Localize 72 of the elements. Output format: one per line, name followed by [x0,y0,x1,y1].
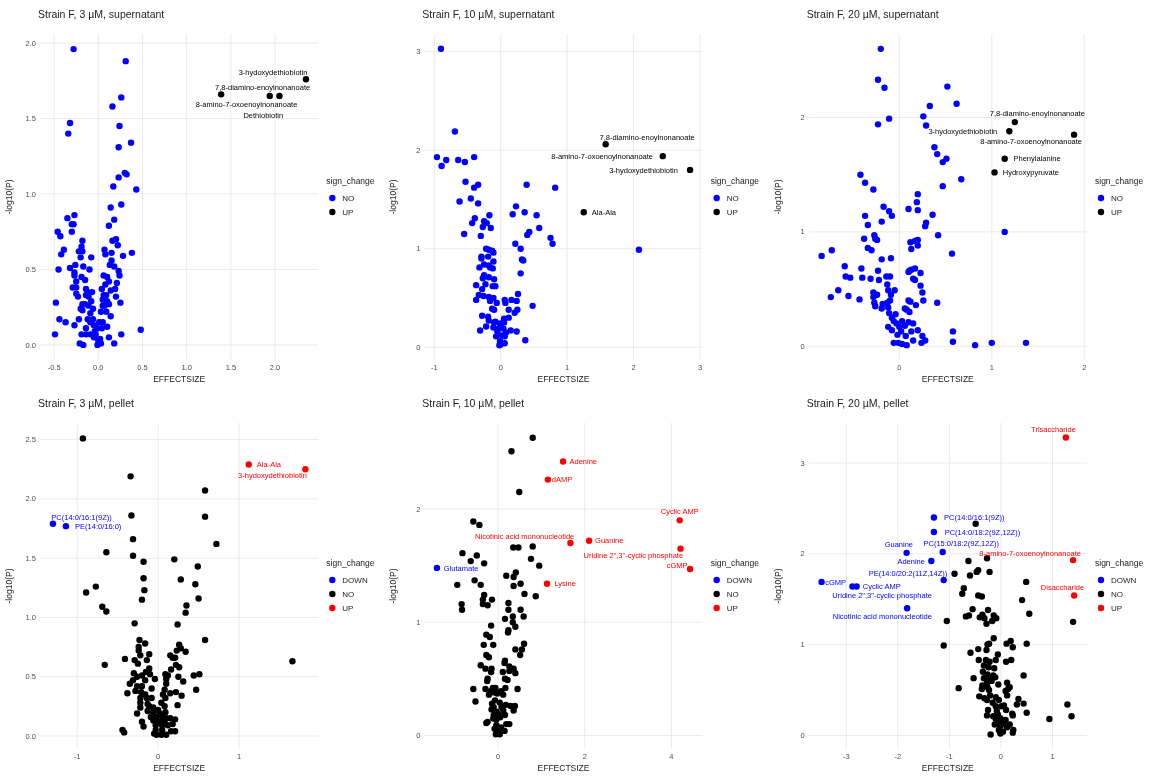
x-axis-title: EFFECTSIZE [153,763,206,773]
chart-title: Strain F, 3 µM, supernatant [38,8,165,20]
legend-label: NO [726,194,739,203]
legend-label: UP [726,208,738,217]
point [686,565,694,573]
point [930,528,938,536]
legend-label: NO [342,194,355,203]
x-axis-title: EFFECTSIZE [537,763,590,773]
y-axis-title: -log10(P) [4,568,14,604]
point [686,166,694,174]
point [580,209,587,216]
legend-label: DOWN [726,576,753,585]
point [676,517,683,524]
legend-title: sign_change [1095,176,1144,186]
point [928,557,935,565]
x-axis-title: EFFECTSIZE [537,374,590,384]
legend-label: UP [342,208,354,217]
x-axis-title: EFFECTSIZE [921,763,975,773]
point [302,466,309,473]
legend-label: DOWN [1111,576,1137,585]
point [818,578,825,586]
point [903,605,911,612]
point [585,537,593,544]
x-axis-title: EFFECTSIZE [153,374,206,384]
point [544,476,552,483]
legend-label: DOWN [342,576,368,585]
chart-title: Strain F, 20 µM, supernatant [806,8,939,20]
point [1006,128,1013,135]
legend-label: NO [1111,590,1123,599]
chart-title: Strain F, 20 µM, pellet [806,397,909,409]
legend-label: NO [726,590,739,599]
point [659,152,667,160]
point [1011,118,1019,126]
point [266,92,273,100]
point [677,545,684,552]
legend-label: UP [1111,604,1123,613]
legend-label: UP [342,604,354,613]
y-axis-title: -log10(P) [388,179,399,215]
point [245,461,252,468]
point [853,583,860,590]
point [930,514,938,521]
point [276,92,283,100]
point [302,76,310,83]
legend-label: UP [1111,208,1123,217]
y-axis-title: -log10(P) [772,179,783,215]
chart-title: Strain F, 10 µM, supernatant [422,8,555,20]
point [903,549,910,557]
legend-label: NO [1111,194,1123,203]
point [939,548,946,556]
point [1070,131,1078,138]
point [433,564,441,572]
point [1062,434,1070,441]
legend-title: sign_change [710,176,760,186]
y-axis-title: -log10(P) [772,568,783,604]
point [62,522,70,530]
legend-title: sign_change [326,176,375,186]
point [559,458,567,465]
y-axis-title: -log10(P) [4,179,14,215]
legend-title: sign_change [710,558,760,568]
y-axis-title: -log10(P) [388,568,399,604]
legend-title: sign_change [1095,558,1144,568]
point [1070,592,1078,599]
chart-title: Strain F, 10 µM, pellet [422,397,525,409]
legend-title: sign_change [326,558,375,568]
chart-title: Strain F, 3 µM, pellet [38,397,134,409]
legend-label: UP [726,604,738,613]
point [567,539,574,547]
point [543,580,551,587]
x-axis-title: EFFECTSIZE [921,374,975,384]
legend-label: NO [342,590,355,599]
point [1001,155,1008,162]
point [991,169,998,176]
